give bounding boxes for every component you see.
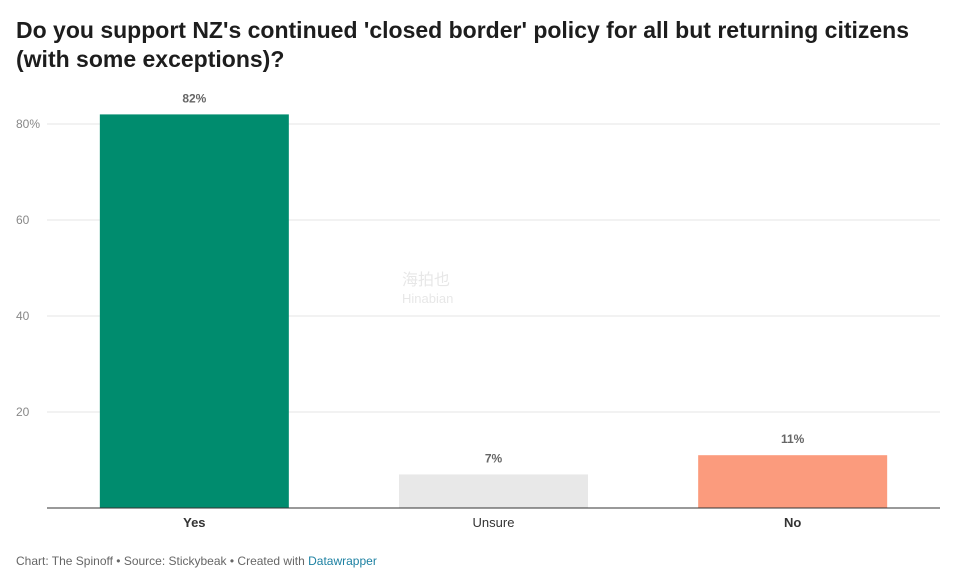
bar-yes <box>99 114 289 509</box>
x-label-unsure: Unsure <box>473 515 515 530</box>
datawrapper-link[interactable]: Datawrapper <box>308 554 377 568</box>
y-tick-label-60: 60 <box>16 213 30 227</box>
watermark: 海拍也 Hinabian <box>402 272 453 308</box>
source-text: Chart: The Spinoff • Source: Stickybeak … <box>16 554 309 568</box>
bars <box>99 114 888 509</box>
x-label-yes: Yes <box>183 515 205 530</box>
bar-no <box>698 455 888 508</box>
x-label-no: No <box>784 515 801 530</box>
chart-footer: Chart: The Spinoff • Source: Stickybeak … <box>16 554 377 568</box>
y-tick-label-40: 40 <box>16 309 30 323</box>
x-axis-labels: Yes Unsure No <box>183 515 801 530</box>
value-label-unsure: 7% <box>485 451 503 465</box>
y-axis-ticks: 20 40 60 80% <box>16 117 40 419</box>
value-label-no: 11% <box>781 432 805 446</box>
y-tick-label-20: 20 <box>16 405 30 419</box>
watermark-line1: 海拍也 <box>402 272 451 289</box>
y-tick-label-80: 80% <box>16 117 40 131</box>
value-labels: 82% 7% 11% <box>182 91 804 465</box>
value-label-yes: 82% <box>182 91 206 105</box>
watermark-line2: Hinabian <box>402 291 454 306</box>
chart-title: Do you support NZ's continued 'closed bo… <box>16 17 910 72</box>
bar-unsure <box>399 474 588 508</box>
bar-chart: 20 40 60 80% 82% 7% 11% Yes Unsure No <box>16 91 940 530</box>
